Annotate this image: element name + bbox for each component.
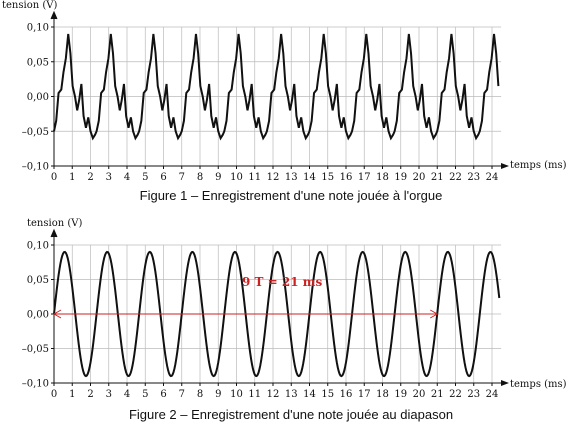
x-tick-label: 0 bbox=[51, 389, 57, 400]
chart-2-annotation-arrowhead-left bbox=[52, 309, 62, 319]
chart-1-axes bbox=[50, 10, 509, 169]
x-tick-label: 9 bbox=[215, 172, 221, 183]
x-tick-label: 20 bbox=[413, 389, 426, 400]
chart-2: 0,100,050,00–0,05–0,10 0 1 2 3 4 5 6 7 8 9 10 11 12 1… bbox=[22, 218, 567, 422]
y-tick-label: 0,10 bbox=[27, 23, 49, 34]
x-axis-arrow bbox=[501, 380, 509, 386]
x-tick-label: 21 bbox=[431, 172, 444, 183]
x-tick-label: 9 bbox=[215, 389, 221, 400]
x-tick-label: 16 bbox=[340, 389, 353, 400]
x-tick-label: 7 bbox=[179, 389, 185, 400]
y-tick-label: –0,05 bbox=[22, 344, 49, 355]
y-tick-label: 0,10 bbox=[27, 241, 49, 252]
x-tick-label: 24 bbox=[486, 389, 499, 400]
chart-2-annotation: 9 T = 21 ms bbox=[52, 275, 439, 319]
x-tick-label: 4 bbox=[124, 172, 130, 183]
y-tick-label: –0,10 bbox=[22, 379, 49, 390]
chart-1-y-tick-labels: 0,10 0,05 0,00 –0,05 –0,10 bbox=[22, 23, 54, 173]
x-tick-label: 10 bbox=[230, 389, 243, 400]
y-tick-label: –0,05 bbox=[22, 127, 49, 138]
x-tick-label: 1 bbox=[69, 389, 75, 400]
x-tick-label: 14 bbox=[303, 389, 316, 400]
chart-1-series-line bbox=[53, 33, 500, 141]
x-tick-label: 18 bbox=[376, 389, 389, 400]
x-tick-label: 2 bbox=[87, 389, 93, 400]
chart-2-caption: Figure 2 – Enregistrement d'une note jou… bbox=[129, 407, 453, 422]
x-tick-label: 13 bbox=[285, 389, 298, 400]
x-tick-label: 19 bbox=[394, 172, 407, 183]
x-tick-label: 10 bbox=[230, 172, 243, 183]
x-tick-label: 16 bbox=[340, 172, 353, 183]
chart-2-series-line bbox=[53, 250, 501, 378]
x-tick-label: 12 bbox=[267, 389, 280, 400]
chart-2-ylabel: tension (V) bbox=[27, 218, 82, 229]
x-tick-label: 18 bbox=[376, 172, 389, 183]
x-tick-label: 15 bbox=[321, 389, 334, 400]
x-tick-label: 2 bbox=[87, 172, 93, 183]
x-tick-label: 8 bbox=[197, 172, 203, 183]
x-tick-label: 3 bbox=[106, 389, 112, 400]
y-tick-label: 0,05 bbox=[27, 275, 49, 286]
chart-1: 0,100,050,00–0,05–0,10 0 1 2 3 4 5 6 7 8 9 10 11 12 1… bbox=[2, 0, 567, 203]
chart-2-xlabel: temps (ms) bbox=[510, 379, 567, 390]
x-tick-label: 5 bbox=[142, 172, 148, 183]
y-tick-label: 0,05 bbox=[27, 57, 49, 68]
x-tick-label: 15 bbox=[321, 172, 334, 183]
chart-1-x-tick-labels: 0 1 2 3 4 5 6 7 8 9 10 11 12 13 14 15 16 17 18 19 20 21 22 23 24 bbox=[51, 166, 499, 183]
x-tick-label: 22 bbox=[449, 172, 462, 183]
y-tick-label: –0,10 bbox=[22, 162, 49, 173]
x-tick-label: 1 bbox=[69, 172, 75, 183]
y-axis-arrow bbox=[50, 10, 58, 20]
chart-2-x-tick-labels: 0 1 2 3 4 5 6 7 8 9 10 11 12 13 14 15 16 17 18 19 20 21 22 23 24 bbox=[51, 383, 499, 400]
x-tick-label: 24 bbox=[486, 172, 499, 183]
y-tick-label: 0,00 bbox=[27, 92, 49, 103]
x-tick-label: 0 bbox=[51, 172, 57, 183]
x-axis-arrow bbox=[501, 163, 509, 169]
x-tick-label: 23 bbox=[467, 389, 480, 400]
y-tick-label: 0,00 bbox=[27, 310, 49, 321]
x-tick-label: 11 bbox=[248, 389, 261, 400]
chart-1-grid bbox=[54, 26, 502, 167]
x-tick-label: 19 bbox=[394, 389, 407, 400]
x-tick-label: 20 bbox=[413, 172, 426, 183]
x-tick-label: 17 bbox=[358, 172, 371, 183]
x-tick-label: 7 bbox=[179, 172, 185, 183]
y-axis-arrow bbox=[50, 228, 58, 238]
x-tick-label: 8 bbox=[197, 389, 203, 400]
chart-2-y-tick-labels: 0,10 0,05 0,00 –0,05 –0,10 bbox=[22, 241, 54, 390]
x-tick-label: 3 bbox=[106, 172, 112, 183]
x-tick-label: 22 bbox=[449, 389, 462, 400]
chart-2-annotation-arrowhead-right bbox=[430, 309, 439, 319]
chart-2-annotation-label: 9 T = 21 ms bbox=[242, 275, 322, 289]
x-tick-label: 14 bbox=[303, 172, 316, 183]
x-tick-label: 4 bbox=[124, 389, 130, 400]
x-tick-label: 17 bbox=[358, 389, 371, 400]
x-tick-label: 5 bbox=[142, 389, 148, 400]
x-tick-label: 6 bbox=[160, 389, 166, 400]
x-tick-label: 6 bbox=[160, 172, 166, 183]
x-tick-label: 12 bbox=[267, 172, 280, 183]
x-tick-label: 23 bbox=[467, 172, 480, 183]
chart-1-ylabel: tension (V) bbox=[2, 0, 57, 11]
x-tick-label: 21 bbox=[431, 389, 444, 400]
chart-1-xlabel: temps (ms) bbox=[510, 160, 567, 171]
chart-1-caption: Figure 1 – Enregistrement d'une note jou… bbox=[140, 188, 443, 203]
x-tick-label: 11 bbox=[248, 172, 261, 183]
x-tick-label: 13 bbox=[285, 172, 298, 183]
